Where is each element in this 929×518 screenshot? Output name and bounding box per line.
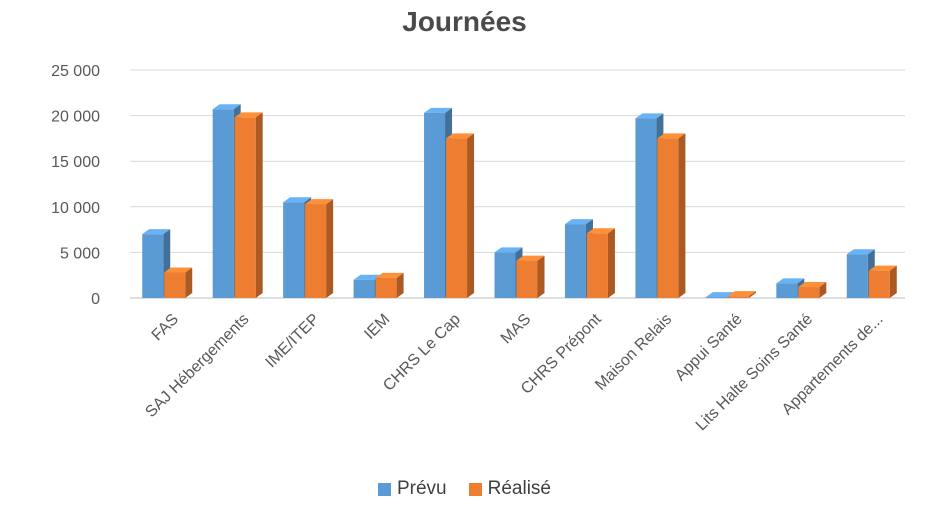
bar-prevu — [283, 202, 305, 298]
bar-realise-side — [537, 255, 545, 298]
bar-realise — [446, 138, 468, 298]
bar-realise — [305, 204, 327, 298]
bar-realise — [798, 287, 820, 298]
bar-prevu — [494, 252, 516, 298]
bar-realise-top — [446, 133, 475, 139]
bar-realise — [516, 260, 538, 298]
legend-label-realise: Réalisé — [487, 478, 551, 499]
chart-title: Journées — [402, 6, 527, 37]
y-tick-label: 5 000 — [60, 245, 100, 262]
legend-swatch-prevu — [377, 482, 391, 496]
bar-realise-side — [467, 133, 475, 298]
bar-realise-side — [819, 282, 827, 298]
bar-realise-top — [586, 228, 615, 234]
bar-prevu-top — [353, 274, 382, 280]
bar-prevu — [846, 254, 868, 298]
bar-prevu-top — [846, 249, 875, 255]
y-tick-label: 0 — [91, 291, 100, 308]
bar-realise — [234, 117, 256, 298]
bar-realise — [375, 277, 397, 298]
bar-realise-top — [516, 255, 545, 261]
bar-prevu — [353, 279, 375, 298]
x-tick-label: Appui Santé — [672, 311, 746, 385]
bar-prevu-top — [142, 229, 171, 235]
bar-realise-top — [234, 112, 263, 118]
legend: Prévu Réalisé — [0, 478, 929, 500]
bar-prevu-top — [705, 292, 734, 298]
bar-realise — [164, 272, 186, 298]
bar-realise — [657, 138, 679, 298]
bar-realise-side — [607, 228, 615, 298]
bar-prevu — [776, 283, 798, 298]
bar-realise-side — [326, 199, 334, 298]
bar-realise-side — [396, 272, 404, 298]
legend-item-prevu: Prévu — [377, 478, 447, 500]
bar-realise-top — [657, 133, 686, 139]
bar-realise-side — [185, 267, 193, 298]
bar-realise-top — [305, 199, 334, 205]
x-tick-label: IME/ITEP — [263, 311, 323, 371]
bar-realise-top — [798, 282, 827, 288]
x-tick-label: MAS — [498, 311, 535, 348]
bar-prevu-top — [283, 197, 312, 203]
y-tick-label: 25 000 — [51, 63, 100, 80]
bar-realise-side — [255, 112, 263, 298]
bar-prevu-top — [635, 113, 664, 119]
bar-realise — [727, 296, 749, 298]
bar-realise-side — [678, 133, 686, 298]
y-tick-label: 10 000 — [51, 200, 100, 217]
legend-item-realise: Réalisé — [468, 478, 551, 500]
bar-prevu — [635, 118, 657, 298]
bar-realise-side — [748, 291, 756, 298]
bar-prevu — [705, 297, 727, 298]
bar-prevu — [212, 109, 234, 298]
bar-realise-top — [164, 267, 193, 273]
bar-realise-side — [889, 265, 897, 298]
bar-realise — [586, 233, 608, 298]
legend-swatch-realise — [468, 482, 482, 496]
y-tick-label: 15 000 — [51, 154, 100, 171]
bar-prevu-top — [212, 104, 241, 110]
bar-prevu-top — [776, 278, 805, 284]
bar-prevu — [564, 224, 586, 298]
y-tick-label: 20 000 — [51, 109, 100, 126]
bar-prevu-top — [564, 219, 593, 225]
bar-prevu — [424, 112, 446, 298]
x-tick-label: Maison Relais — [592, 311, 675, 394]
legend-label-prevu: Prévu — [396, 478, 447, 499]
bar-prevu-top — [424, 107, 453, 113]
x-tick-label: Lits Halte Soins Santé — [693, 311, 816, 434]
bar-realise-top — [727, 291, 756, 297]
bar-realise-top — [868, 265, 897, 271]
x-tick-label: FAS — [149, 311, 182, 344]
bar-prevu — [142, 234, 164, 298]
bar-prevu-top — [494, 247, 523, 253]
bar-realise — [868, 270, 890, 298]
x-tick-label: IEM — [361, 311, 393, 343]
bar-realise-top — [375, 272, 404, 278]
